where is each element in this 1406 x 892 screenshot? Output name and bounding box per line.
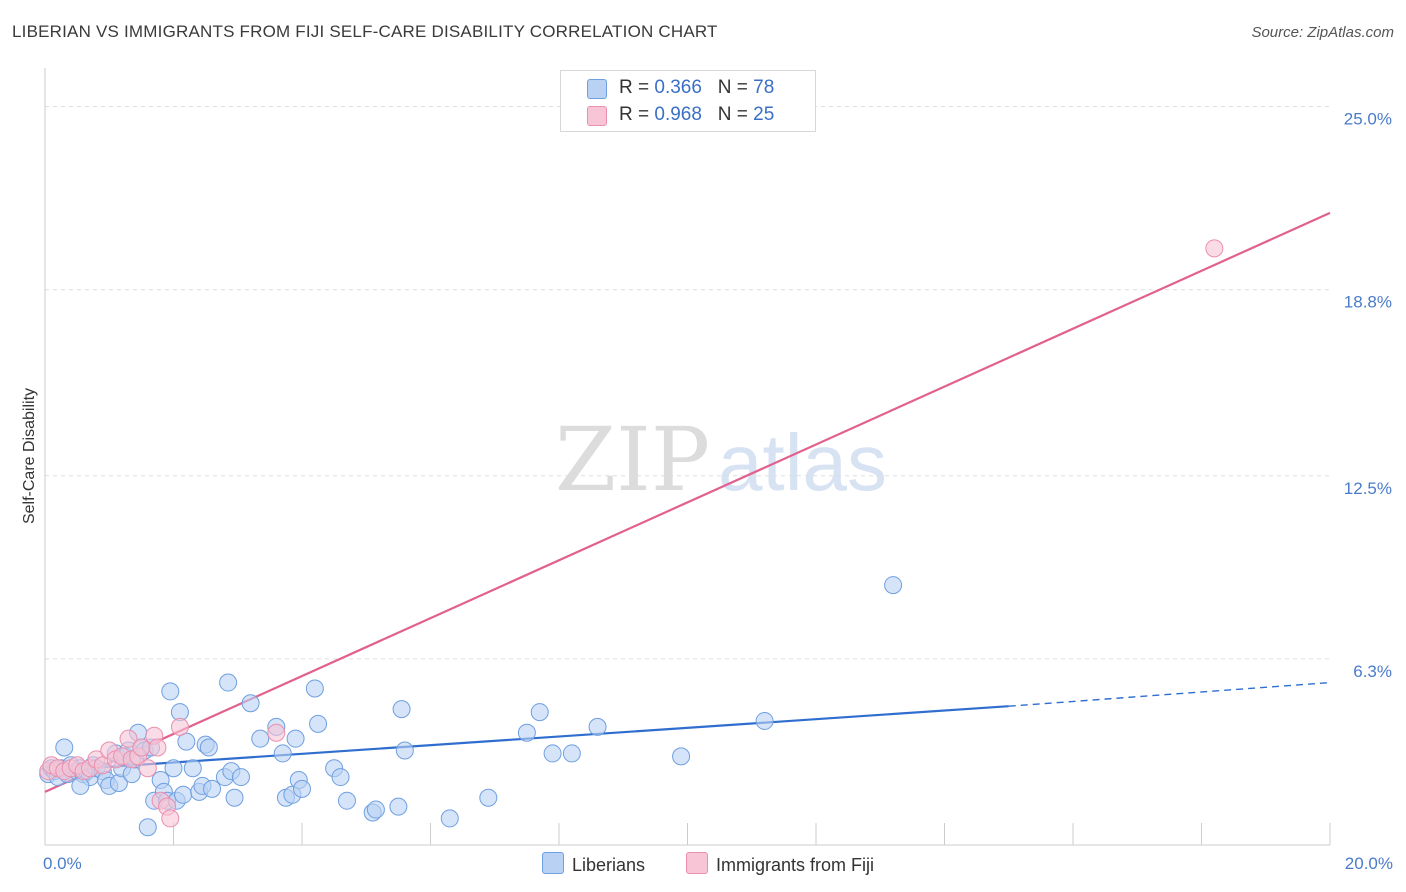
y-tick-label: 6.3% bbox=[1353, 662, 1392, 681]
liberian-point bbox=[366, 800, 385, 819]
liberian-point bbox=[309, 714, 328, 733]
liberian-point bbox=[389, 797, 408, 816]
fiji-swatch bbox=[587, 106, 607, 126]
liberian-point bbox=[440, 809, 459, 828]
liberian-point bbox=[672, 747, 691, 766]
liberian-point bbox=[199, 738, 218, 757]
liberian-point bbox=[219, 673, 238, 692]
fiji-point bbox=[119, 729, 138, 748]
liberian-point bbox=[293, 779, 311, 798]
fiji-point bbox=[1205, 239, 1224, 258]
y-tick-label: 25.0% bbox=[1344, 110, 1392, 129]
y-tick-label: 12.5% bbox=[1344, 479, 1392, 498]
legend-r-label: R = bbox=[619, 77, 655, 98]
y-tick-label: 18.8% bbox=[1344, 293, 1392, 312]
fiji-point bbox=[161, 809, 180, 828]
chart-title: LIBERIAN VS IMMIGRANTS FROM FIJI SELF-CA… bbox=[12, 22, 718, 41]
y-axis-label: Self-Care Disability bbox=[21, 388, 38, 524]
watermark-zip: ZIP bbox=[555, 408, 710, 511]
data-points bbox=[39, 239, 1224, 837]
source-credit: Source: ZipAtlas.com bbox=[1251, 24, 1394, 41]
liberian-point bbox=[562, 744, 581, 763]
x-tick-label: 0.0% bbox=[43, 854, 82, 873]
liberian-point bbox=[588, 717, 607, 736]
liberian-point bbox=[392, 700, 411, 719]
tick-labels: 6.3% 12.5% 18.8% 25.0% 0.0% 20.0% bbox=[43, 110, 1393, 873]
liberian-point bbox=[164, 759, 183, 778]
fiji-point bbox=[148, 738, 167, 757]
legend-r-label: R = bbox=[619, 104, 655, 125]
liberian-point bbox=[286, 729, 305, 748]
grid-lines bbox=[45, 106, 1330, 660]
axes bbox=[44, 68, 1331, 846]
liberian-point bbox=[273, 744, 292, 763]
liberian-point bbox=[755, 711, 774, 730]
liberian-point bbox=[174, 785, 193, 804]
liberian-point bbox=[337, 791, 356, 810]
liberian-point bbox=[225, 788, 244, 807]
liberian-point bbox=[55, 738, 74, 757]
x-tick-label: 20.0% bbox=[1345, 854, 1393, 873]
legend-r-value: 0.366 bbox=[654, 77, 702, 98]
liberians-legend-swatch bbox=[542, 852, 564, 874]
bottom-legend-fiji[interactable]: Immigrants from Fiji bbox=[686, 852, 874, 876]
bottom-legend-liberians[interactable]: Liberians bbox=[542, 852, 645, 876]
liberian-point bbox=[530, 703, 549, 722]
liberian-point bbox=[138, 818, 157, 837]
fiji-legend-label: Immigrants from Fiji bbox=[716, 855, 875, 875]
legend-r-value: 0.968 bbox=[654, 104, 702, 125]
correlation-legend: R = 0.366 N = 78 R = 0.968 N = 25 bbox=[560, 70, 816, 132]
liberian-point bbox=[251, 729, 270, 748]
liberian-point bbox=[517, 723, 536, 742]
liberian-point bbox=[71, 776, 90, 795]
liberians-swatch bbox=[587, 79, 607, 99]
trend-line bbox=[44, 211, 1331, 793]
liberian-point bbox=[884, 576, 903, 595]
legend-n-value: 78 bbox=[753, 77, 775, 98]
fiji-point bbox=[267, 723, 286, 742]
fiji-point bbox=[138, 759, 157, 778]
trend-lines bbox=[44, 211, 1331, 793]
legend-n-value: 25 bbox=[753, 104, 775, 125]
liberian-point bbox=[305, 679, 324, 698]
liberian-point bbox=[241, 694, 260, 713]
fiji-point bbox=[170, 717, 189, 736]
liberian-point bbox=[231, 768, 250, 787]
watermark-atlas: atlas bbox=[718, 418, 887, 507]
liberian-point bbox=[395, 741, 414, 760]
liberian-point bbox=[203, 779, 222, 798]
watermark: ZIP atlas bbox=[555, 408, 887, 511]
fiji-legend-swatch bbox=[686, 852, 708, 874]
legend-n-label: N = bbox=[717, 104, 754, 125]
liberian-point bbox=[161, 682, 180, 701]
liberians-legend-label: Liberians bbox=[572, 855, 646, 875]
legend-n-label: N = bbox=[717, 77, 754, 98]
liberian-point bbox=[543, 744, 562, 763]
fiji-point bbox=[132, 738, 151, 757]
trend-line-extension bbox=[1008, 681, 1331, 707]
liberian-point bbox=[183, 759, 202, 778]
liberian-point bbox=[331, 768, 350, 787]
liberian-point bbox=[479, 788, 498, 807]
